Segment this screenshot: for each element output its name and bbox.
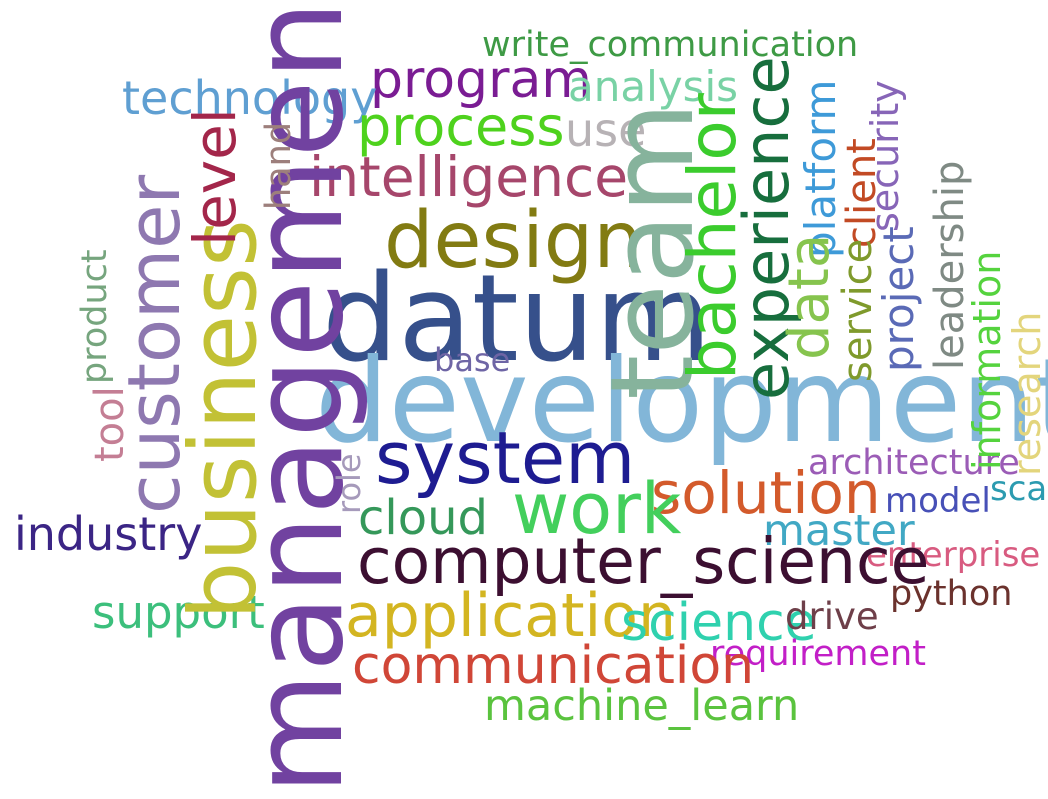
word-level: level <box>181 108 249 246</box>
word-hand: hand <box>259 121 299 210</box>
word-product: product <box>75 249 115 384</box>
word-process: process <box>357 95 565 158</box>
word-system: system <box>375 416 636 500</box>
word-write-communication: write_communication <box>482 25 859 65</box>
word-requirement: requirement <box>710 634 926 674</box>
word-computer-science: computer_science <box>357 525 930 598</box>
word-use: use <box>565 103 647 157</box>
word-machine-learn: machine_learn <box>484 681 800 731</box>
word-drive: drive <box>785 595 879 638</box>
word-leadership: leadership <box>927 160 973 370</box>
word-support: support <box>92 586 265 639</box>
word-architecture: architecture <box>808 443 1020 483</box>
word-role: role <box>330 453 368 514</box>
word-datum: datum <box>322 250 712 389</box>
word-base: base <box>434 341 511 379</box>
word-communication: communication <box>352 636 755 696</box>
word-tool: tool <box>87 386 133 462</box>
word-project: project <box>874 226 923 372</box>
word-security: security <box>863 80 907 232</box>
word-model: model <box>885 481 991 521</box>
word-technology: technology <box>122 71 378 125</box>
word-scal: scal <box>990 469 1048 509</box>
word-master: master <box>763 506 915 556</box>
word-program: program <box>370 50 592 110</box>
word-customer: customer <box>112 174 196 514</box>
word-service: service <box>835 238 881 382</box>
word-python: python <box>890 574 1013 614</box>
word-application: application <box>345 581 676 651</box>
word-industry: industry <box>14 507 203 561</box>
word-data: data <box>777 233 842 360</box>
word-platform: platform <box>796 79 845 258</box>
word-analysis: analysis <box>568 62 739 111</box>
word-cloud: cloud <box>358 490 488 546</box>
word-information: information <box>965 250 1009 470</box>
word-enterprise: enterprise <box>866 535 1041 575</box>
word-solution: solution <box>651 459 881 527</box>
word-intelligence: intelligence <box>309 145 629 209</box>
word-design: design <box>384 196 643 286</box>
word-work: work <box>512 468 682 550</box>
word-research: research <box>1005 311 1048 476</box>
word-science: science <box>621 593 817 653</box>
word-development: development <box>315 334 1048 469</box>
